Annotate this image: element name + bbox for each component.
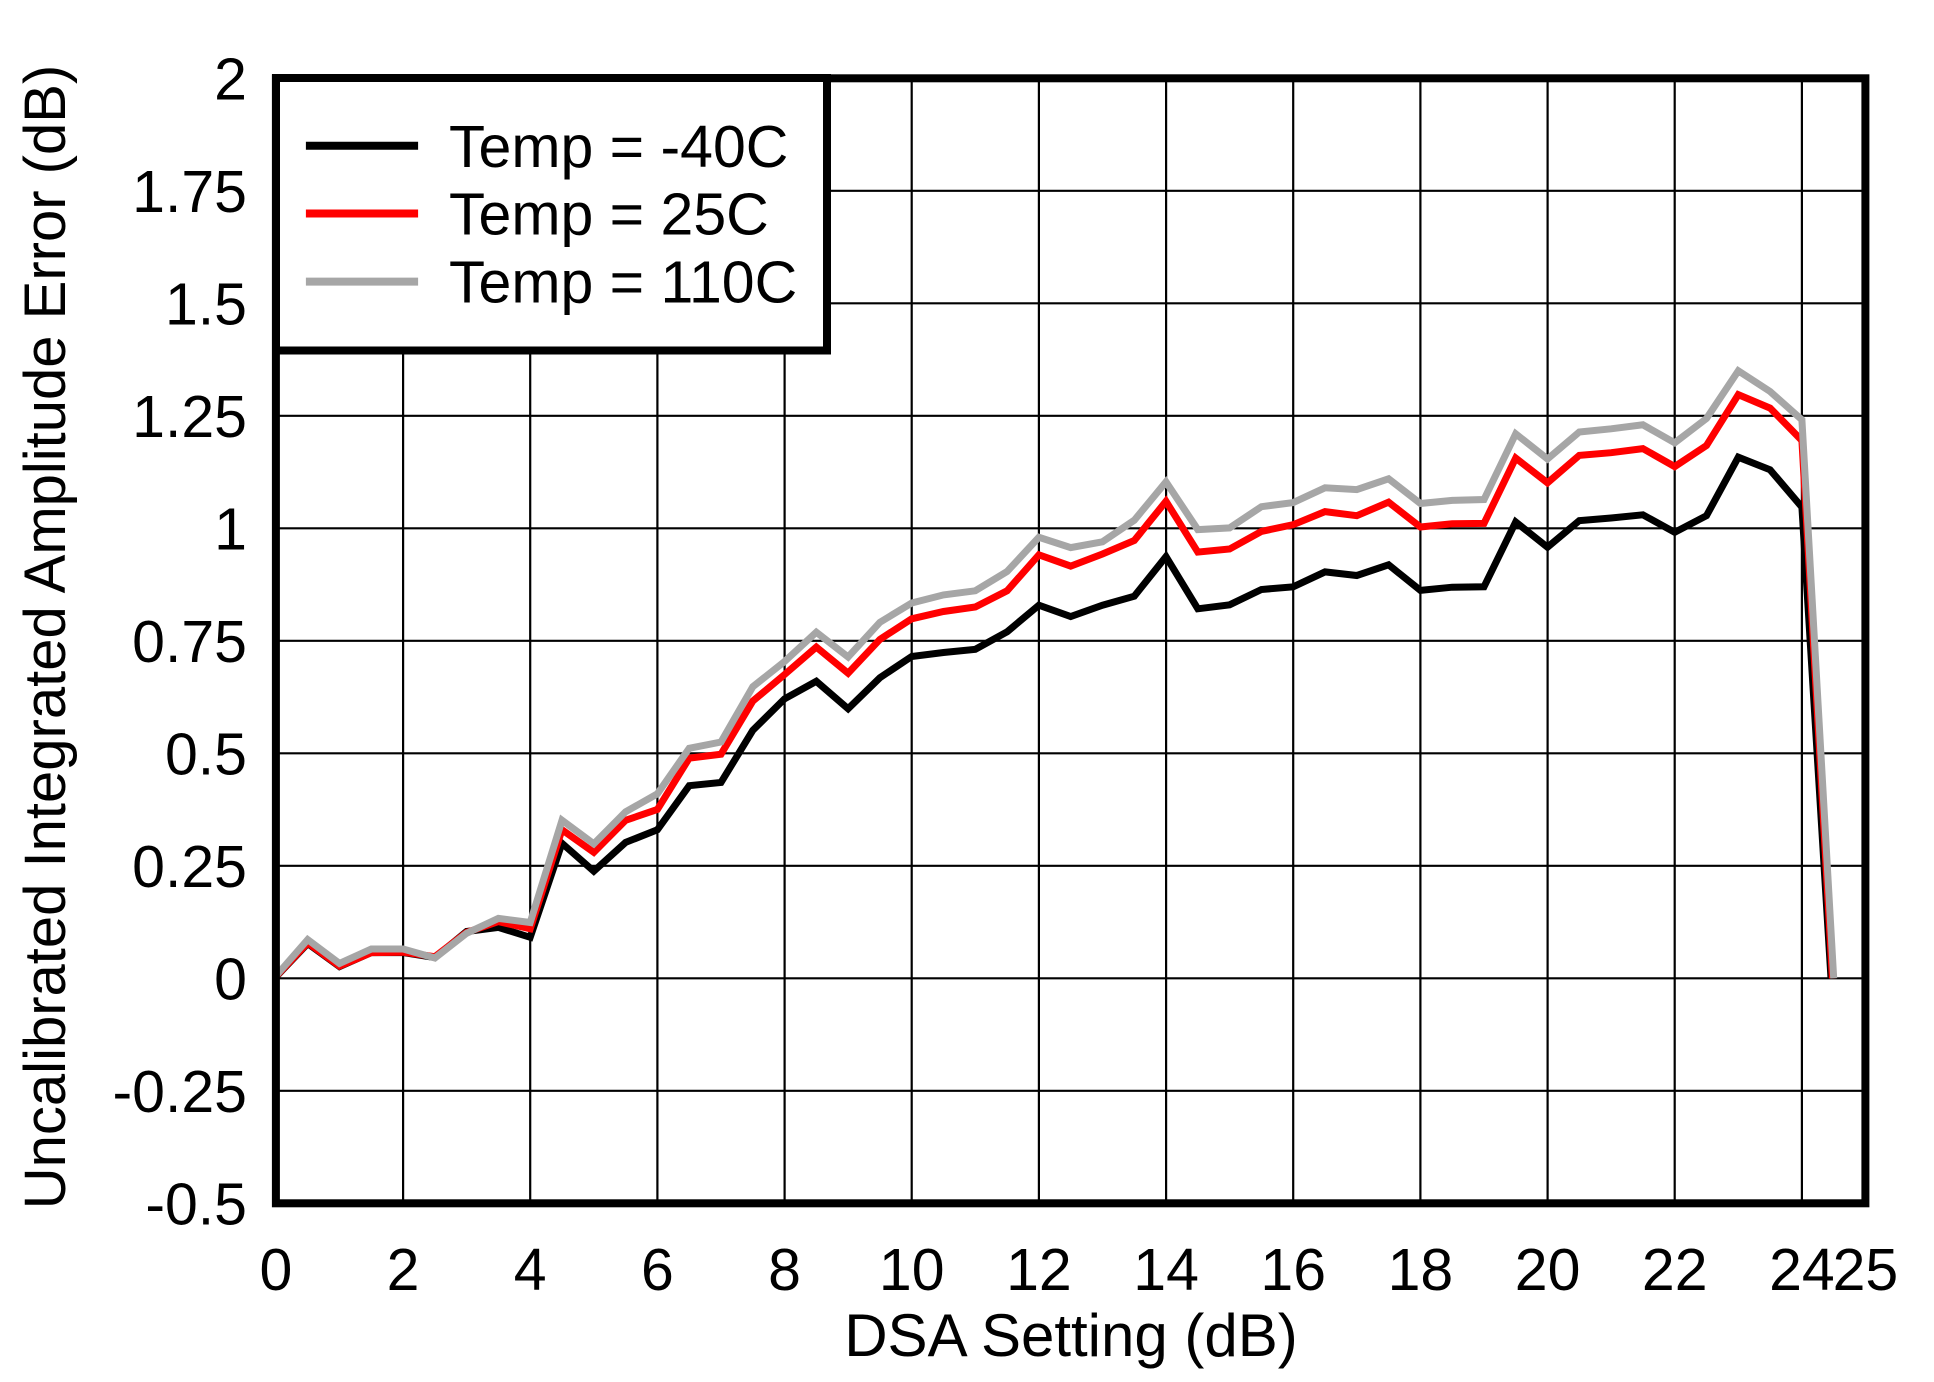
svg-text:2: 2 [387,1237,420,1303]
svg-text:22: 22 [1642,1237,1708,1303]
svg-text:Temp = -40C: Temp = -40C [449,114,788,180]
svg-text:1: 1 [214,496,247,562]
svg-text:DSA Setting (dB): DSA Setting (dB) [844,1302,1298,1369]
svg-text:16: 16 [1260,1237,1326,1303]
svg-text:12: 12 [1006,1237,1072,1303]
svg-text:4: 4 [514,1237,547,1303]
svg-text:14: 14 [1133,1237,1199,1303]
svg-text:25: 25 [1833,1237,1899,1303]
svg-text:0: 0 [259,1237,292,1303]
svg-text:6: 6 [641,1237,674,1303]
svg-text:0: 0 [214,946,247,1012]
svg-text:18: 18 [1388,1237,1454,1303]
svg-text:24: 24 [1769,1237,1835,1303]
svg-text:1.25: 1.25 [132,384,247,450]
svg-text:-0.5: -0.5 [145,1171,247,1237]
svg-text:Temp = 25C: Temp = 25C [449,182,769,248]
svg-text:0.75: 0.75 [132,609,247,675]
svg-text:1.75: 1.75 [132,159,247,225]
svg-text:-0.25: -0.25 [113,1059,247,1125]
svg-text:0.5: 0.5 [165,721,247,787]
svg-text:10: 10 [879,1237,945,1303]
svg-text:1.5: 1.5 [165,271,247,337]
svg-text:20: 20 [1515,1237,1581,1303]
svg-text:Temp = 110C: Temp = 110C [449,250,797,316]
svg-text:Uncalibrated Integrated Amplit: Uncalibrated Integrated Amplitude Error … [13,65,78,1209]
svg-text:2: 2 [214,46,247,112]
svg-text:0.25: 0.25 [132,834,247,900]
svg-text:8: 8 [768,1237,801,1303]
